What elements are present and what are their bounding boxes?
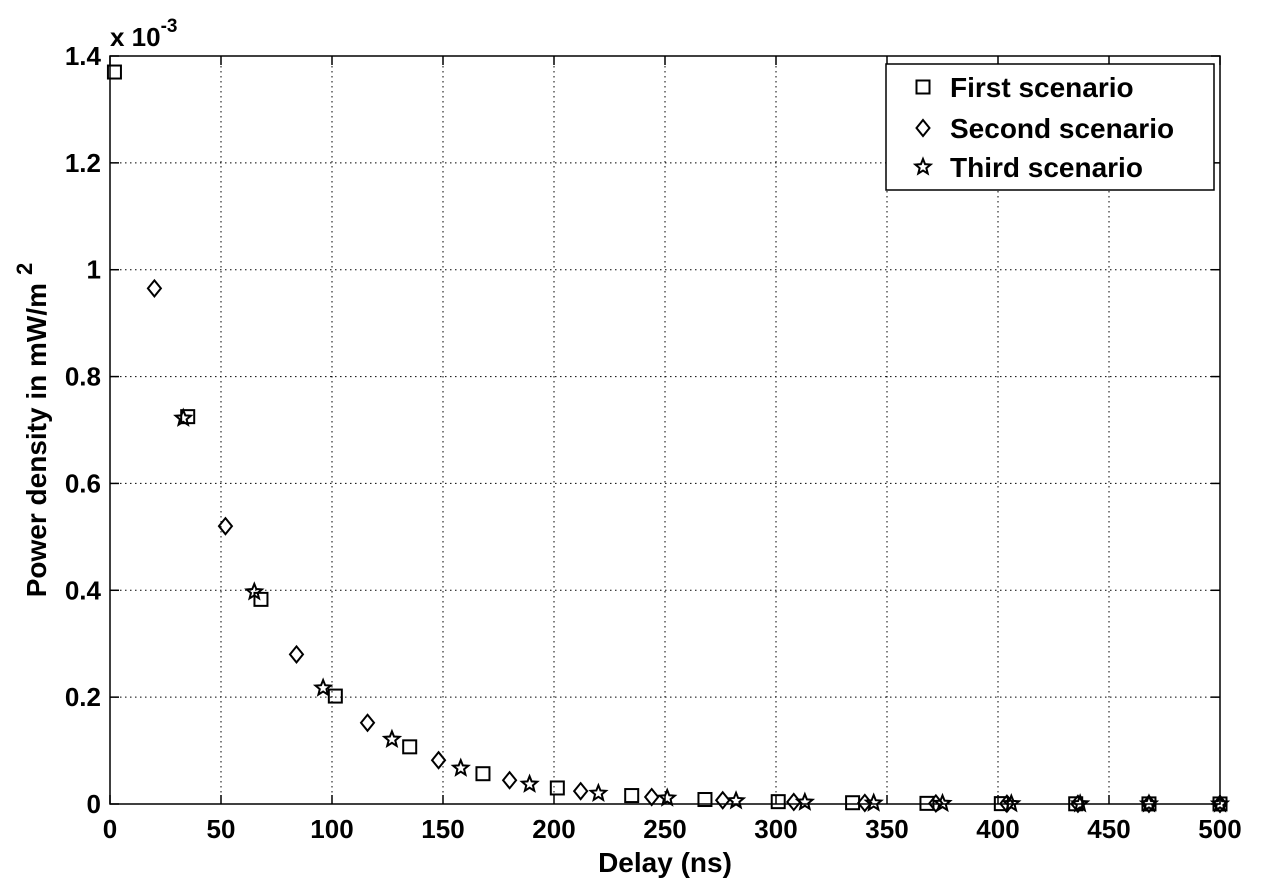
legend-diamond-marker [915,118,931,138]
y-axis-label: Power density in mW/m 2 [12,263,52,598]
x-axis-label: Delay (ns) [598,847,732,878]
star-data-point [588,782,609,802]
diamond-data-point [430,750,447,770]
x-tick-label: 200 [532,814,575,844]
y-axis-label-superscript: 2 [12,263,37,275]
star-data-point [1069,793,1091,813]
star-data-point [725,790,747,810]
y-tick-label: 0.6 [65,468,101,498]
y-tick-label: 0.2 [65,682,101,712]
y-tick-labels: 0 0.2 0.4 0.6 0.8 1 1.2 1.4 [65,41,102,819]
legend-label-second: Second scenario [950,113,1174,144]
square-data-point [697,792,713,808]
star-data-point [794,791,816,811]
series-3 [173,407,1231,813]
square-data-point [475,766,491,782]
x-tick-label: 250 [643,814,686,844]
y-tick-label: 0 [87,789,101,819]
x-tick-label: 350 [865,814,908,844]
y-axis-label-text: Power density in mW/m [21,283,52,597]
diamond-data-point [146,278,163,299]
square-data-point [106,64,122,80]
y-tick-label: 0.8 [65,362,101,392]
legend-label-third: Third scenario [950,152,1143,183]
x-tick-label: 500 [1198,814,1241,844]
square-data-point [549,780,565,796]
y-multiplier-exponent: -3 [161,16,178,37]
legend-box [885,63,1215,191]
star-data-point [450,757,471,777]
legend-label-first: First scenario [950,72,1134,103]
square-data-point [253,591,269,607]
y-tick-label: 0.4 [65,575,102,605]
star-data-point [519,773,540,793]
star-data-point [657,787,678,807]
diamond-data-point [217,516,234,536]
square-data-point [402,739,418,755]
x-tick-labels: 0 50 100 150 200 250 300 350 400 450 500 [103,814,1242,844]
diamond-data-point [501,770,518,790]
square-data-point [624,788,640,804]
star-data-point [1209,793,1231,813]
y-tick-label: 1 [87,255,101,285]
legend: First scenario Second scenario Third sce… [885,63,1215,191]
x-tick-label: 300 [754,814,797,844]
square-data-point [770,794,786,810]
y-tick-label: 1.2 [65,148,101,178]
legend-markers [912,79,934,176]
star-data-point [863,792,884,812]
square-data-point [919,795,935,811]
diamond-data-point [643,787,660,807]
y-exponent-label: x 10-3 [110,16,178,52]
y-tick-label: 1.4 [65,41,102,71]
x-tick-label: 400 [976,814,1019,844]
x-tick-label: 50 [207,814,236,844]
x-tick-label: 150 [421,814,464,844]
x-tick-label: 450 [1087,814,1130,844]
diamond-data-point [359,713,376,733]
star-data-point [381,728,403,749]
diamond-data-point [572,781,589,801]
x-tick-label: 100 [310,814,353,844]
x-tick-label: 0 [103,814,117,844]
legend-star-marker [912,156,934,176]
legend-square-marker [915,79,931,95]
star-data-point [312,677,334,697]
star-data-point [244,581,265,601]
tick-marks [109,55,1221,805]
star-data-point [173,407,194,427]
star-data-point [1001,793,1022,813]
data-markers [106,64,1231,814]
y-multiplier-text: x 10 [110,22,161,52]
diamond-data-point [288,644,305,664]
star-data-point [932,792,953,813]
star-data-point [1138,793,1160,813]
